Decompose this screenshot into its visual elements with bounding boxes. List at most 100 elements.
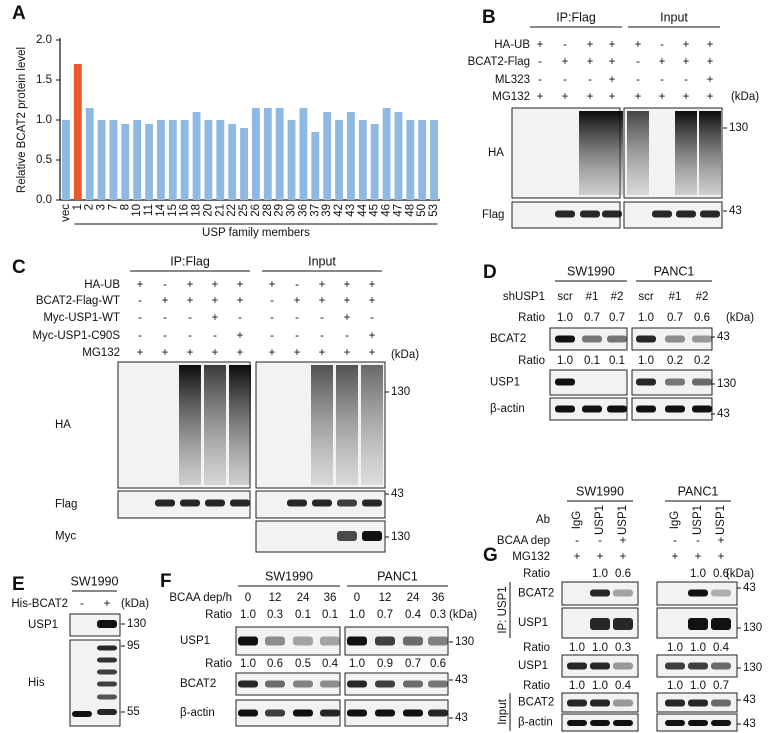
unit-label: (kDa) <box>726 568 754 580</box>
condition-mark: - <box>660 39 664 51</box>
condition-mark: - <box>270 295 274 307</box>
x-axis-label: USP family members <box>202 227 310 239</box>
ratio-value: 0.5 <box>295 658 311 670</box>
smear <box>179 365 201 485</box>
size-marker: 43 <box>743 694 756 706</box>
condition-mark: + <box>707 56 714 68</box>
x-tick-label: 44 <box>357 203 369 216</box>
condition-mark: - <box>188 330 192 342</box>
smear <box>361 365 383 485</box>
condition-mark: - <box>636 56 640 68</box>
condition-mark: - <box>320 330 324 342</box>
ratio-value: 0.1 <box>322 609 338 621</box>
band <box>428 680 448 688</box>
band <box>711 662 731 670</box>
x-tick-label: 3 <box>96 204 108 210</box>
band <box>688 699 708 707</box>
band <box>590 699 610 707</box>
condition-label: His-BCAT2 <box>11 598 68 610</box>
ratio-value: 0.6 <box>430 658 446 670</box>
bar <box>85 108 94 200</box>
blot-label: Flag <box>482 209 504 221</box>
band <box>607 335 627 343</box>
band <box>692 335 712 343</box>
condition-label: Myc-USP1-WT <box>43 312 120 324</box>
condition-mark: + <box>269 279 276 291</box>
band <box>403 636 423 646</box>
x-tick-label: 47 <box>392 204 404 217</box>
condition-mark: + <box>587 91 594 103</box>
y-tick-label: 0.5 <box>36 154 52 166</box>
band <box>567 662 587 670</box>
ratio-value: 0.4 <box>615 680 632 692</box>
condition-mark: + <box>187 279 194 291</box>
size-marker: 43 <box>729 205 742 217</box>
condition-mark: - <box>295 312 299 324</box>
x-tick-label: 8 <box>119 204 131 210</box>
ratio-value: 1.0 <box>638 312 654 324</box>
band <box>613 589 633 597</box>
band <box>580 210 600 218</box>
band <box>555 335 575 343</box>
x-tick-label: 29 <box>274 204 286 217</box>
condition-mark: + <box>683 39 690 51</box>
condition-mark: - <box>684 74 688 86</box>
group-header: IP:Flag <box>556 10 596 24</box>
condition-mark: + <box>659 56 666 68</box>
ratio-value: 0.7 <box>584 312 600 324</box>
blot-label: USP1 <box>518 660 548 672</box>
section-label: IP: USP1 <box>497 586 509 633</box>
size-marker: 43 <box>743 718 756 730</box>
blot-label: Myc <box>55 531 76 543</box>
band <box>688 662 708 670</box>
band <box>403 709 423 717</box>
condition-mark: - <box>660 74 664 86</box>
condition-mark: + <box>319 347 326 359</box>
condition-mark: - <box>295 330 299 342</box>
size-marker: 130 <box>391 386 410 398</box>
band <box>97 669 117 675</box>
condition-label: shUSP1 <box>503 291 545 303</box>
x-tick-label: 1 <box>72 204 84 210</box>
blot-label: HA <box>55 419 71 431</box>
ratio-value: 1.0 <box>690 680 706 692</box>
condition-mark: + <box>537 39 544 51</box>
condition-label: HA-UB <box>494 39 530 51</box>
group-header: Input <box>660 10 688 24</box>
condition-mark: + <box>609 39 616 51</box>
bar <box>240 128 248 200</box>
band <box>590 618 610 630</box>
condition-mark: #2 <box>611 291 624 303</box>
band <box>582 335 602 343</box>
x-tick-label: 18 <box>191 204 203 217</box>
condition-mark: - <box>163 330 167 342</box>
blot-frame <box>117 490 251 519</box>
ratio-value: 0.7 <box>713 680 729 692</box>
group-header: PANC1 <box>678 484 719 498</box>
condition-mark: 0 <box>245 592 251 604</box>
x-tick-label: 39 <box>321 204 333 217</box>
blot-label: USP1 <box>518 617 548 629</box>
bar <box>418 120 427 200</box>
condition-mark: scr <box>638 291 654 303</box>
condition-mark: + <box>212 312 219 324</box>
group-header: PANC1 <box>377 569 418 583</box>
bar <box>157 120 165 200</box>
band <box>97 681 117 687</box>
smear <box>336 365 358 485</box>
x-tick-label: 42 <box>333 204 345 217</box>
smear <box>675 111 697 195</box>
size-marker: 130 <box>127 618 146 630</box>
size-marker: 130 <box>455 636 474 648</box>
band <box>337 531 357 541</box>
condition-mark: + <box>137 347 144 359</box>
unit-label: (kDa) <box>391 349 419 361</box>
ratio-value: 1.0 <box>349 609 365 621</box>
band <box>613 720 633 726</box>
condition-mark: - <box>188 312 192 324</box>
condition-label: ML323 <box>495 74 530 86</box>
band <box>636 335 656 343</box>
condition-mark: 0 <box>354 592 360 604</box>
condition-mark: + <box>620 535 627 547</box>
size-marker: 43 <box>455 674 468 686</box>
